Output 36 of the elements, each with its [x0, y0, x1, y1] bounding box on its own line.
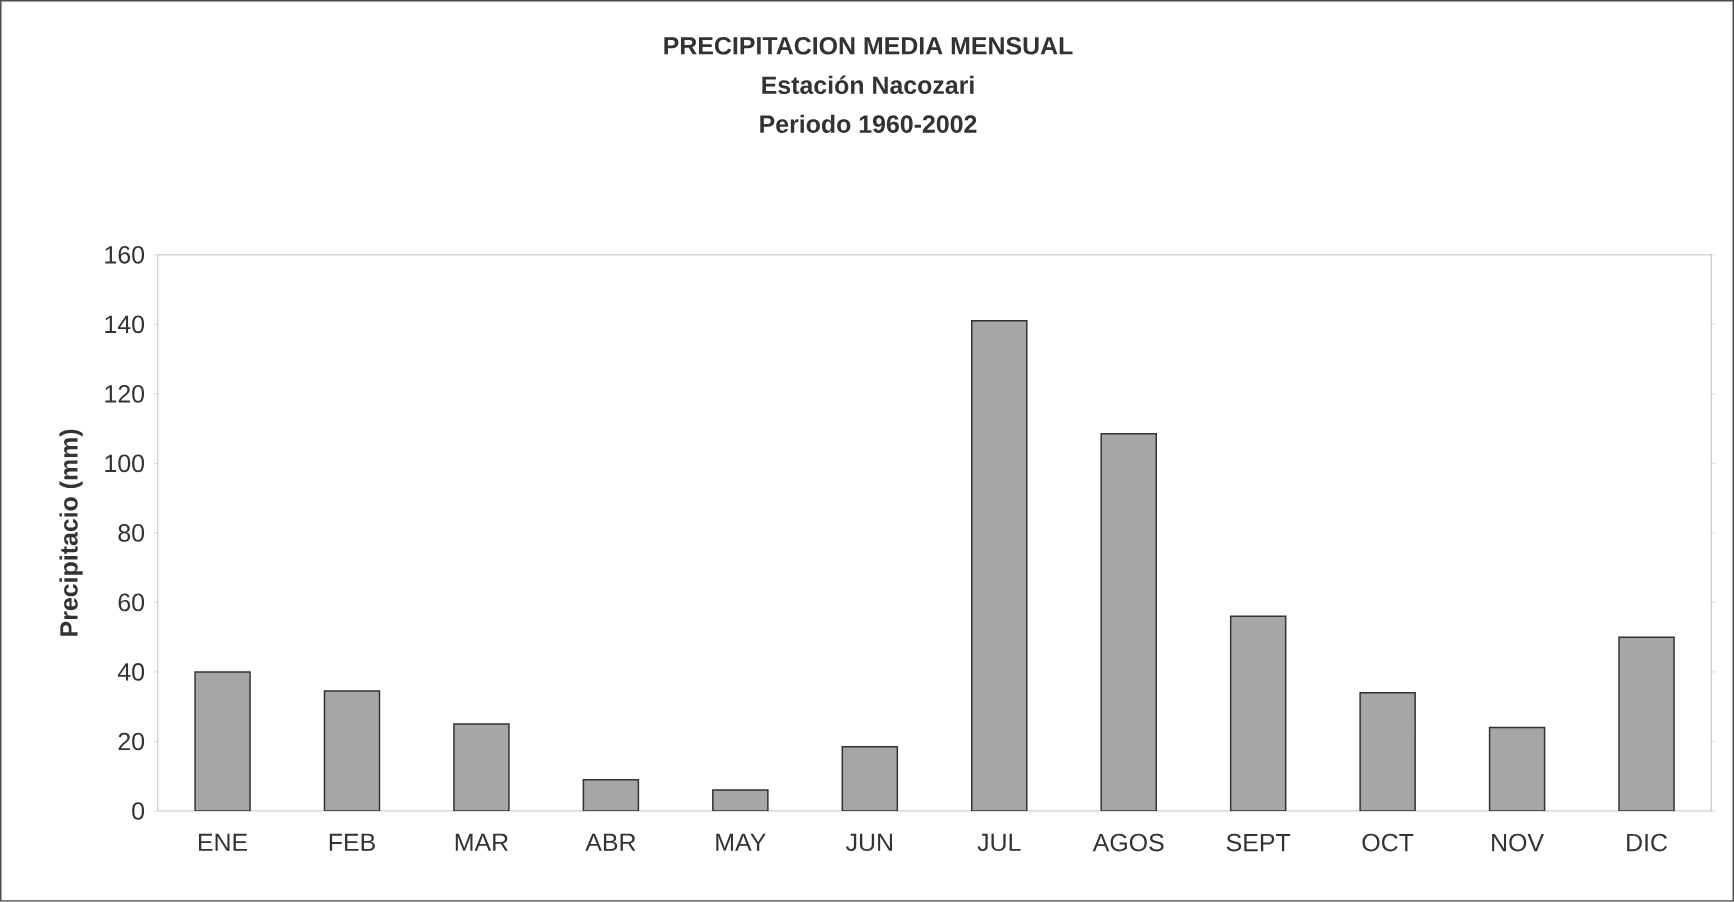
x-tick-label: MAY: [716, 833, 766, 851]
y-tick-label: 160: [105, 246, 145, 264]
y-tick-label: 100: [105, 454, 145, 473]
bar: [582, 779, 640, 812]
x-tick-label: DIC: [1627, 833, 1668, 852]
y-tick-label: 0: [132, 802, 145, 820]
text: Periodo 1960-2002: [760, 114, 977, 134]
y-tick-label: 80: [118, 524, 145, 542]
x-tick-label: ABR: [585, 833, 636, 851]
bar: [1100, 433, 1157, 812]
y-axis-title: Precipitacio (mm): [59, 429, 83, 636]
x-tick-label: AGOS: [1092, 833, 1164, 852]
y-tick-label: 60: [118, 593, 145, 612]
y-tick-label: 20: [118, 732, 145, 751]
chart-subtitle: Estación Nacozari: [762, 75, 974, 95]
bar: [1488, 726, 1546, 812]
x-tick-label: NOV: [1492, 833, 1544, 852]
bar: [453, 723, 510, 812]
bar: [971, 320, 1028, 812]
bar: [1618, 636, 1675, 812]
x-tick-label: JUN: [845, 833, 892, 852]
x-tick-label: JUL: [977, 833, 1021, 852]
bar: [1229, 615, 1287, 812]
chart-title: PRECIPITACION MEDIA MENSUAL: [664, 37, 1073, 55]
y-tick-label: 140: [105, 315, 145, 334]
bar: [841, 746, 899, 812]
x-tick-label: FEB: [329, 833, 375, 851]
bar: [323, 690, 381, 812]
x-tick-label: MAR: [455, 833, 508, 851]
y-tick-label: 120: [105, 385, 145, 403]
x-tick-label: ENE: [198, 833, 248, 851]
x-tick-label: OCT: [1362, 833, 1414, 852]
bar: [194, 671, 251, 812]
bar: [1359, 692, 1416, 812]
x-tick-label: SEPT: [1226, 833, 1291, 852]
y-tick-label: 40: [117, 663, 145, 681]
